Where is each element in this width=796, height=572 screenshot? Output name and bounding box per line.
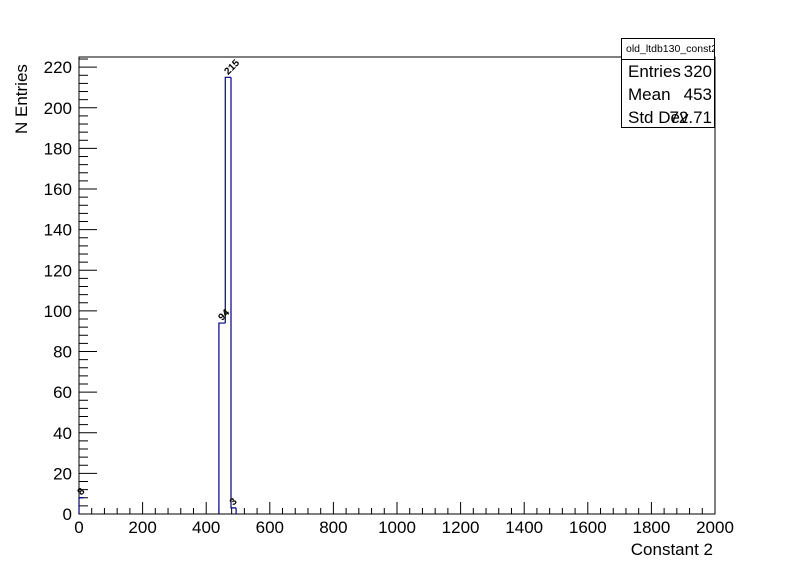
histogram-bin <box>224 76 232 324</box>
histogram-bin <box>218 322 226 514</box>
x-tick-label: 1200 <box>442 518 480 537</box>
bin-value-label: 8 <box>76 486 88 498</box>
stats-stddev-label: Std Dev <box>628 108 689 127</box>
stats-stddev-value: 72.71 <box>669 108 712 127</box>
stats-mean-label: Mean <box>628 85 671 104</box>
y-tick-label: 20 <box>53 464 72 483</box>
bin-value-label: 94 <box>216 307 232 323</box>
stats-mean-value: 453 <box>683 85 712 104</box>
y-tick-label: 120 <box>44 261 72 280</box>
bin-value-label: 3 <box>228 496 240 508</box>
x-tick-label: 1600 <box>569 518 607 537</box>
y-axis-label: N Entries <box>12 64 31 134</box>
y-tick-label: 60 <box>53 383 72 402</box>
stats-entries-row: Entries 320 <box>622 60 714 83</box>
x-axis-label: Constant 2 <box>631 540 713 559</box>
axes: 0 200 400 600 800 1000 1200 1400 1600 1800 2000 0 20… <box>44 58 734 537</box>
bar-labels: 8 94 215 3 <box>76 58 243 508</box>
stats-entries-value: 320 <box>683 62 712 81</box>
plot-frame <box>78 56 716 515</box>
histogram-bin <box>78 497 84 514</box>
stats-mean-row: Mean 453 <box>622 83 714 106</box>
y-tick-label: 160 <box>44 180 72 199</box>
histogram-bars <box>78 76 237 514</box>
x-tick-label: 600 <box>256 518 284 537</box>
x-tick-label: 0 <box>74 518 83 537</box>
y-tick-label: 40 <box>53 424 72 443</box>
x-tick-label: 800 <box>319 518 347 537</box>
y-tick-label: 100 <box>44 302 72 321</box>
stats-stddev-row: Std Dev 72.71 <box>622 106 714 129</box>
x-tick-label: 1000 <box>378 518 416 537</box>
y-tick-label: 140 <box>44 221 72 240</box>
x-tick-label: 2000 <box>696 518 734 537</box>
y-tick-label: 220 <box>44 58 72 77</box>
stats-entries-label: Entries <box>628 62 681 81</box>
y-tick-label: 180 <box>44 139 72 158</box>
y-tick-label: 0 <box>63 505 72 524</box>
x-tick-label: 400 <box>192 518 220 537</box>
x-tick-label: 1400 <box>505 518 543 537</box>
bin-value-label: 215 <box>222 58 242 78</box>
y-tick-label: 80 <box>53 343 72 362</box>
histogram-bin <box>230 77 237 509</box>
x-tick-label: 1800 <box>632 518 670 537</box>
y-tick-label: 200 <box>44 99 72 118</box>
x-tick-label: 200 <box>128 518 156 537</box>
stats-box: old_ltdb130_const2_temp Entries 320 Mean… <box>621 38 715 128</box>
stats-title: old_ltdb130_const2_temp <box>622 39 714 60</box>
